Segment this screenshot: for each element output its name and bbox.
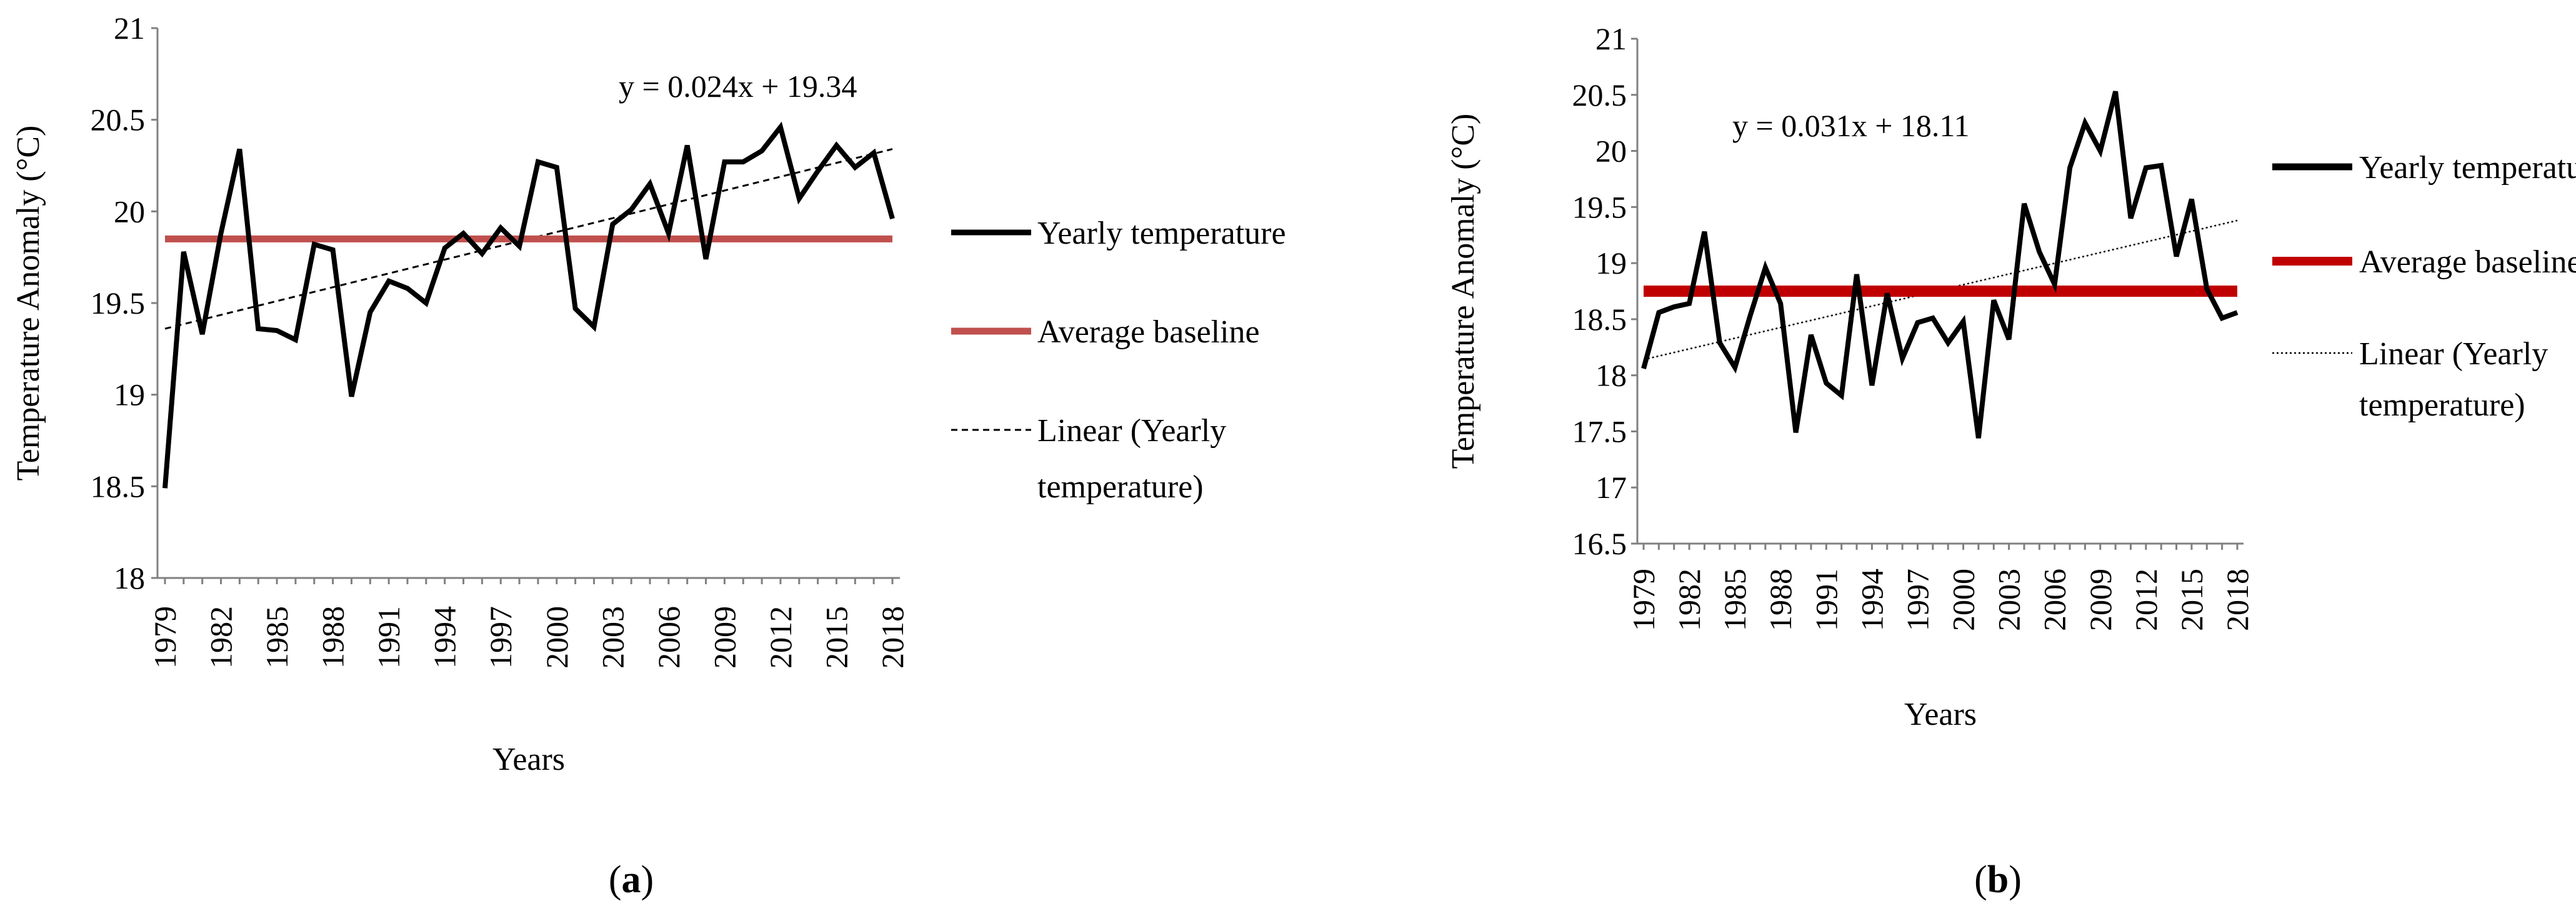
panel-b-x-tick-label: 2000 [1946, 569, 1981, 631]
panel-b-y-tick-label: 20.5 [1572, 77, 1627, 112]
panel-a-x-tick-label: 2009 [707, 606, 742, 669]
panel-b-x-tick-label: 2015 [2174, 569, 2209, 631]
panel-b-y-tick-label: 21 [1595, 21, 1627, 56]
panel-a-y-tick-label: 21 [114, 11, 145, 46]
panel-a-legend-trend-label-line1: Linear (Yearly [1037, 413, 1226, 449]
panel-a-label: (a) [609, 859, 654, 901]
panel-a-legend-trend-label-line2: temperature) [1037, 469, 1204, 505]
panel-b-legend-trend-label-line1: Linear (Yearly [2359, 336, 2548, 372]
panel-a-y-tick-label: 20 [114, 194, 145, 229]
panel-b-x-tick-label: 2012 [2129, 569, 2164, 631]
panel-b-x-tick-label: 1979 [1626, 569, 1661, 631]
panel-b-x-tick-label: 1985 [1717, 569, 1752, 631]
panel-a-y-tick-label: 18.5 [91, 469, 146, 504]
panel-b-x-tick-label: 1997 [1900, 569, 1935, 631]
panel-b-equation: y = 0.031x + 18.11 [1732, 108, 1970, 143]
panel-b-x-axis-title: Years [1904, 697, 1977, 732]
panel-a-y-tick-label: 19 [114, 377, 145, 412]
panel-a-x-tick-label: 2018 [875, 606, 910, 669]
panel-a-x-tick-label: 1988 [316, 606, 351, 669]
panel-b-legend: Yearly temperature Average baseline Line… [2272, 150, 2576, 423]
panel-a-x-tick-label: 2012 [763, 606, 798, 669]
panel-b-y-tick-label: 20 [1595, 134, 1627, 169]
panel-b-legend-trend-label-line2: temperature) [2359, 387, 2525, 423]
panel-b-x-tick-label: 2018 [2220, 569, 2255, 631]
panel-b-x-tick-label: 1991 [1809, 569, 1844, 631]
panel-a-x-tick-label: 1991 [371, 606, 406, 669]
panel-a-legend-baseline-label: Average baseline [1037, 314, 1260, 350]
panel-b-y-tick-label: 16.5 [1572, 526, 1627, 561]
panel-b-yearly-line [1641, 91, 2239, 439]
panel-a-x-ticks: 1979 1982 1985 1988 1991 1994 1997 2000 2003 2006… [147, 578, 910, 669]
panel-b-x-ticks: 1979 1982 1985 1988 1991 1994 1997 2000 2003 2006… [1626, 544, 2255, 631]
panel-a-x-tick-label: 1994 [427, 606, 462, 669]
panel-a-y-axis-title: Temperature Anomaly (°C) [11, 126, 46, 481]
panel-a-x-tick-label: 1979 [147, 606, 182, 669]
panel-b-y-tick-label: 17.5 [1572, 414, 1627, 449]
panel-b-legend-yearly-label: Yearly temperature [2359, 150, 2576, 186]
panel-a-x-tick-label: 2006 [651, 606, 686, 669]
panel-a-y-ticks: 18 18.5 19 19.5 20 20.5 21 [91, 11, 157, 595]
panel-b-x-tick-label: 2009 [2083, 569, 2118, 631]
panel-a-legend-yearly-label: Yearly temperature [1037, 216, 1286, 251]
panel-b-y-ticks: 16.5 17 17.5 18 18.5 19 19.5 20 20.5 21 [1572, 21, 1637, 561]
panel-b-label: (b) [1974, 859, 2022, 901]
panel-b-x-tick-label: 2006 [2037, 569, 2072, 631]
panel-b-x-tick-label: 1988 [1763, 569, 1798, 631]
panel-a-legend: Yearly temperature Average baseline Line… [951, 216, 1286, 505]
panel-a: 18 18.5 19 19.5 20 20.5 21 1979 1982 1985 1988 199… [11, 11, 1286, 901]
panel-b-x-tick-label: 2003 [1992, 569, 2027, 631]
panel-a-y-tick-label: 18 [114, 560, 145, 595]
panel-a-yearly-line [162, 121, 895, 489]
panel-a-x-tick-label: 2000 [539, 606, 574, 669]
panel-a-equation: y = 0.024x + 19.34 [619, 69, 857, 104]
panel-b-x-tick-label: 1982 [1672, 569, 1707, 631]
panel-b-y-tick-label: 19.5 [1572, 189, 1627, 224]
panel-a-x-tick-label: 2015 [819, 606, 854, 669]
panel-b-y-tick-label: 18.5 [1572, 302, 1627, 337]
panel-a-x-tick-label: 1985 [259, 606, 294, 669]
panel-b-y-tick-label: 17 [1595, 470, 1627, 505]
panel-a-x-tick-label: 2003 [595, 606, 630, 669]
panel-a-y-tick-label: 19.5 [91, 286, 146, 321]
panel-b-y-axis-title: Temperature Anomaly (°C) [1445, 114, 1481, 469]
panel-b-y-tick-label: 19 [1595, 246, 1627, 281]
panel-a-x-axis-title: Years [492, 742, 565, 777]
panel-b-y-tick-label: 18 [1595, 358, 1627, 393]
panel-b-legend-baseline-label: Average baseline [2359, 244, 2576, 280]
panel-a-x-tick-label: 1982 [204, 606, 239, 669]
panel-b-x-tick-label: 1994 [1854, 569, 1889, 631]
panel-a-x-tick-label: 1997 [483, 606, 518, 669]
panel-a-y-tick-label: 20.5 [91, 102, 146, 137]
